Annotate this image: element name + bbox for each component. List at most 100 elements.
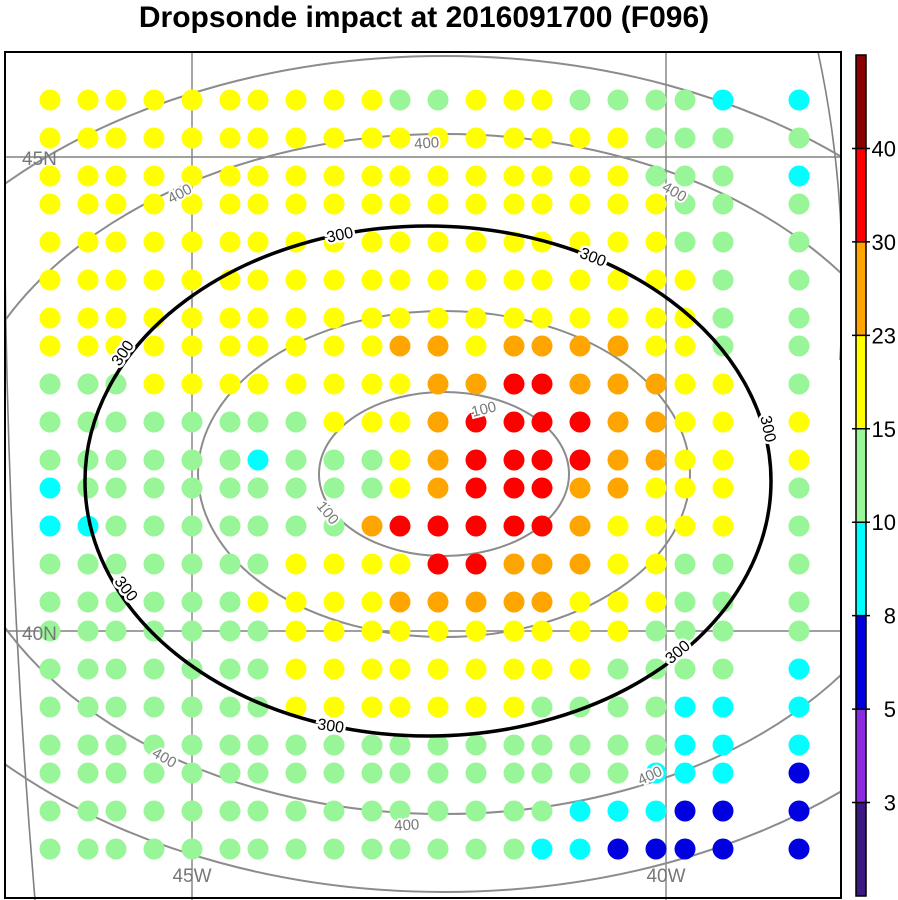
impact-dot <box>712 193 734 215</box>
colorbar-segment <box>855 147 867 243</box>
impact-dot <box>531 373 553 395</box>
impact-dot <box>77 193 99 215</box>
impact-dot <box>389 591 411 613</box>
impact-dot <box>389 800 411 822</box>
impact-dot <box>531 335 553 357</box>
impact-dot <box>645 411 667 433</box>
impact-dot <box>39 165 61 187</box>
impact-dot <box>607 477 629 499</box>
impact-dot <box>323 269 345 291</box>
impact-dot <box>465 373 487 395</box>
impact-dot <box>361 335 383 357</box>
impact-dot <box>569 335 591 357</box>
impact-dot <box>361 477 383 499</box>
impact-dot <box>788 658 810 680</box>
impact-dot <box>674 193 696 215</box>
impact-dot <box>143 335 165 357</box>
impact-dot <box>531 307 553 329</box>
impact-dot <box>181 515 203 537</box>
impact-dot <box>465 127 487 149</box>
impact-dot <box>105 620 127 642</box>
impact-dot <box>569 165 591 187</box>
impact-dot <box>607 335 629 357</box>
impact-dot <box>219 477 241 499</box>
impact-dot <box>569 553 591 575</box>
colorbar-label: 5 <box>884 697 896 722</box>
impact-dot <box>219 411 241 433</box>
impact-dot <box>323 373 345 395</box>
impact-dot <box>674 411 696 433</box>
impact-dot <box>361 127 383 149</box>
impact-dot <box>181 591 203 613</box>
impact-dot <box>531 193 553 215</box>
impact-dot <box>569 620 591 642</box>
impact-dot <box>389 193 411 215</box>
contour-label-300-bottom: 300 <box>316 716 345 737</box>
impact-dot <box>285 127 307 149</box>
colorbar-segment <box>855 708 867 804</box>
impact-dot <box>39 373 61 395</box>
impact-dot <box>219 449 241 471</box>
impact-dot <box>788 373 810 395</box>
colorbar-segment <box>855 802 867 897</box>
impact-dot <box>77 553 99 575</box>
impact-dot <box>427 762 449 784</box>
impact-dot <box>285 269 307 291</box>
impact-dot <box>465 553 487 575</box>
impact-dot <box>105 553 127 575</box>
impact-dot <box>645 449 667 471</box>
impact-dot <box>247 553 269 575</box>
impact-dot <box>674 373 696 395</box>
impact-dot <box>105 307 127 329</box>
impact-dot <box>39 89 61 111</box>
impact-dot <box>39 515 61 537</box>
impact-dot <box>361 269 383 291</box>
impact-dot <box>247 165 269 187</box>
impact-dot <box>674 696 696 718</box>
impact-dot <box>674 165 696 187</box>
impact-dot <box>607 696 629 718</box>
impact-dot <box>247 449 269 471</box>
impact-dot <box>788 193 810 215</box>
impact-dot <box>531 734 553 756</box>
impact-dot <box>181 762 203 784</box>
impact-dot <box>143 800 165 822</box>
impact-dot <box>788 515 810 537</box>
colorbar-label: 15 <box>872 417 896 442</box>
impact-dot <box>285 800 307 822</box>
impact-dot <box>569 658 591 680</box>
impact-dot <box>465 734 487 756</box>
impact-dot <box>788 762 810 784</box>
impact-dot <box>503 127 525 149</box>
impact-dot <box>674 231 696 253</box>
impact-dot <box>712 373 734 395</box>
impact-dot <box>389 734 411 756</box>
impact-dot <box>77 658 99 680</box>
impact-dot <box>788 734 810 756</box>
impact-dot <box>361 411 383 433</box>
impact-dot <box>569 89 591 111</box>
impact-dot <box>788 477 810 499</box>
impact-dot <box>105 193 127 215</box>
impact-dot <box>427 165 449 187</box>
impact-dot <box>645 696 667 718</box>
impact-dot <box>323 553 345 575</box>
impact-dot <box>607 231 629 253</box>
impact-dot <box>219 231 241 253</box>
impact-dot <box>531 449 553 471</box>
impact-dot <box>531 762 553 784</box>
impact-dot <box>569 800 591 822</box>
impact-dot <box>427 553 449 575</box>
impact-dot <box>105 127 127 149</box>
impact-dot <box>77 477 99 499</box>
impact-dot <box>788 127 810 149</box>
impact-dot <box>285 477 307 499</box>
impact-dot <box>389 269 411 291</box>
impact-dot <box>788 696 810 718</box>
impact-dot <box>39 335 61 357</box>
impact-dot <box>323 89 345 111</box>
impact-dot <box>247 800 269 822</box>
impact-dot <box>531 696 553 718</box>
impact-dot <box>361 838 383 860</box>
impact-dot <box>361 89 383 111</box>
